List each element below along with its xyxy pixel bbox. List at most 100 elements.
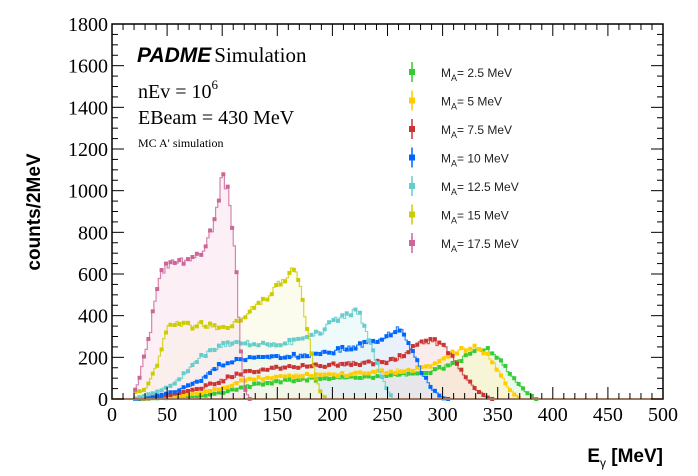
data-point [415,358,420,363]
data-point [499,373,504,378]
data-point [432,367,437,372]
data-point [305,371,310,376]
data-point [186,383,191,388]
data-point [309,351,314,356]
data-point [243,387,248,392]
data-point [133,387,138,392]
data-point [260,367,265,372]
data-point [410,371,415,376]
data-point [468,346,473,351]
data-point [309,374,314,379]
data-point [397,353,402,358]
data-point [322,395,327,400]
data-point [199,320,204,325]
data-point [331,375,336,380]
data-point [318,372,323,377]
data-point [163,391,168,396]
data-point [335,363,340,368]
data-point [428,364,433,369]
data-point [415,365,420,370]
x-tick-label: 300 [428,404,458,426]
data-point [221,341,226,346]
data-point [437,393,442,398]
data-point [357,363,362,368]
data-point [318,376,323,381]
data-point [269,376,274,381]
data-point [194,324,199,329]
data-point [203,374,208,379]
data-point [269,381,274,386]
data-point [177,377,182,382]
data-point [318,389,323,394]
legend-marker [409,211,415,218]
data-point [459,346,464,351]
data-point [300,374,305,379]
data-point [388,369,393,374]
legend-entry: MA= 15 MeV [409,204,509,226]
x-tick-label: 0 [107,404,117,426]
data-point [172,394,177,399]
data-point [397,372,402,377]
data-point [384,371,389,376]
data-point [256,375,261,380]
data-point [353,370,358,375]
data-point [450,353,455,358]
data-point [300,376,305,381]
data-point [234,356,239,361]
data-point [503,363,508,368]
data-point [247,343,252,348]
data-point [476,390,481,395]
data-point [362,360,367,365]
data-point [446,363,451,368]
data-point [454,351,459,356]
nev-annotation: nEv = 106 [138,77,219,103]
data-point [490,351,495,356]
data-point [190,326,195,331]
ebeam-annotation: EBeam = 430 MeV [138,107,295,129]
data-point [371,362,376,367]
data-point [265,375,270,380]
x-tick-label: 500 [648,404,678,426]
data-point [199,378,204,383]
data-point [357,370,362,375]
data-point [388,357,393,362]
data-point [252,381,257,386]
x-tick-label: 200 [317,404,347,426]
data-point [327,362,332,367]
data-point [305,378,310,383]
data-point [190,387,195,392]
data-point [278,374,283,379]
data-point [265,381,270,386]
data-point [216,390,221,395]
data-point [199,386,204,391]
data-point [199,391,204,396]
data-point [243,341,248,346]
data-point [238,372,243,377]
data-point [291,351,296,356]
legend-entry: MA= 17.5 MeV [409,233,519,254]
data-point [468,351,473,356]
data-point [221,324,226,329]
data-point [225,385,230,390]
data-point [485,395,490,400]
data-point [287,364,292,369]
data-point [322,364,327,369]
data-point [397,369,402,374]
data-point [331,361,336,366]
data-point [269,292,274,297]
data-point [269,354,274,359]
series-fills [134,174,538,399]
data-point [212,382,217,387]
data-point [194,379,199,384]
data-point [155,393,160,398]
data-point [212,323,217,328]
data-point [159,347,164,352]
data-point [203,324,208,329]
data-point [221,363,226,368]
data-point [163,330,168,335]
data-point [186,320,191,325]
data-point [168,390,173,395]
data-point [225,389,230,394]
data-point [225,325,230,330]
data-point [305,354,310,359]
